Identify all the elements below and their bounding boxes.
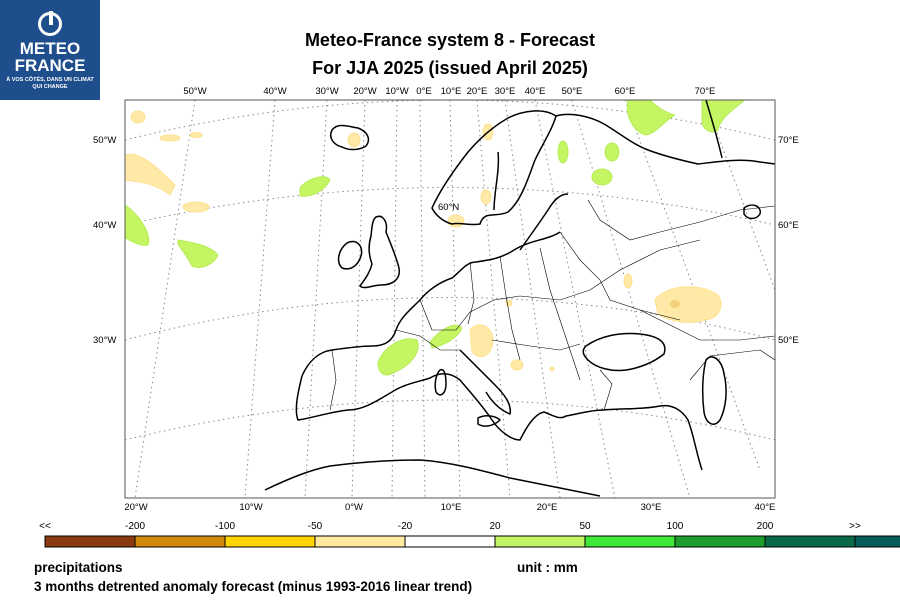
lon-label-top: 10°W <box>385 86 409 97</box>
lat-label-left: 30°W <box>93 335 117 346</box>
lat-label-left: 40°W <box>93 220 117 231</box>
map-title: Meteo-France system 8 - Forecast <box>304 30 596 50</box>
logo-tagline: À VOS CÔTÉS, DANS UN CLIMAT QUI CHANGE <box>6 77 94 90</box>
map-frame <box>124 99 776 499</box>
logo-mark-icon <box>38 11 62 36</box>
lon-label-top: 50°E <box>561 86 583 97</box>
colorbar <box>44 535 900 548</box>
coastlines <box>264 100 775 497</box>
colorbar-label: 100 <box>666 521 684 532</box>
colorbar-box <box>224 535 316 548</box>
lat-label-right: 50°E <box>778 335 799 346</box>
meteo-france-logo: METEO FRANCE À VOS CÔTÉS, DANS UN CLIMAT… <box>0 0 100 100</box>
lat-label-inner: 60°N <box>438 202 460 213</box>
dry-anomaly-areas <box>125 110 722 372</box>
graticule <box>125 100 775 498</box>
lon-label-bottom: 0°W <box>344 502 364 513</box>
colorbar-box <box>764 535 856 548</box>
variable-label: precipitations <box>34 560 123 575</box>
lon-label-top: 70°E <box>694 86 716 97</box>
lat-label-right: 70°E <box>778 135 799 146</box>
colorbar-box <box>404 535 496 548</box>
lon-label-bottom: 10°E <box>440 502 462 513</box>
colorbar-box <box>584 535 676 548</box>
lon-label-bottom: 40°E <box>754 502 776 513</box>
lon-label-top: 40°W <box>263 86 287 97</box>
colorbar-label: 200 <box>756 521 774 532</box>
colorbar-label: -200 <box>124 521 146 532</box>
lon-label-top: 60°E <box>614 86 636 97</box>
lat-label-right: 60°E <box>778 220 799 231</box>
lon-label-top: 30°W <box>315 86 339 97</box>
wet-anomaly-areas <box>125 100 746 376</box>
colorbar-box <box>854 535 900 548</box>
lon-label-top: 20°E <box>466 86 488 97</box>
colorbar-label: << <box>39 521 51 532</box>
lon-label-bottom: 20°W <box>124 502 148 513</box>
colorbar-box <box>674 535 766 548</box>
lon-label-top: 50°W <box>183 86 207 97</box>
lon-label-bottom: 20°E <box>536 502 558 513</box>
country-borders <box>329 199 775 411</box>
lon-label-top: 30°E <box>494 86 516 97</box>
colorbar-label: -20 <box>397 521 413 532</box>
lon-label-top: 0°E <box>416 86 432 97</box>
logo-text-line1: METEO <box>19 39 81 58</box>
unit-label: unit : mm <box>517 560 578 575</box>
description-label: 3 months detrented anomaly forecast (min… <box>34 579 473 594</box>
colorbar-label: 50 <box>579 521 591 532</box>
logo-text-line2: FRANCE <box>14 56 86 75</box>
lat-label-left: 50°W <box>93 135 117 146</box>
map-subtitle: For JJA 2025 (issued April 2025) <box>312 58 588 78</box>
colorbar-box <box>44 535 136 548</box>
lon-label-top: 10°E <box>440 86 462 97</box>
colorbar-label: 20 <box>489 521 501 532</box>
lon-label-top: 40°E <box>524 86 546 97</box>
lon-label-top: 20°W <box>353 86 377 97</box>
colorbar-label: >> <box>849 521 861 532</box>
colorbar-label: -100 <box>214 521 236 532</box>
lon-label-bottom: 30°E <box>640 502 662 513</box>
lon-label-bottom: 10°W <box>239 502 263 513</box>
colorbar-box <box>314 535 406 548</box>
colorbar-box <box>134 535 226 548</box>
colorbar-box <box>494 535 586 548</box>
dry-anomaly-core <box>670 300 680 308</box>
colorbar-label: -50 <box>307 521 323 532</box>
